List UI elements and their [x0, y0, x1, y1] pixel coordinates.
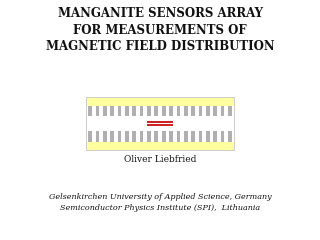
Bar	[155, 106, 158, 116]
Bar	[228, 131, 232, 142]
Bar	[118, 106, 121, 116]
Bar	[191, 131, 195, 142]
Bar	[155, 131, 158, 142]
Bar	[228, 106, 232, 116]
Bar	[88, 106, 92, 116]
Bar	[125, 131, 129, 142]
Bar	[162, 131, 165, 142]
Bar	[162, 106, 165, 116]
Bar	[177, 106, 180, 116]
Bar	[169, 106, 173, 116]
Bar	[199, 131, 202, 142]
Text: Gelsenkirchen University of Applied Science, Germany
Semiconductor Physics Insti: Gelsenkirchen University of Applied Scie…	[49, 193, 271, 212]
Bar	[86, 97, 234, 106]
Bar	[140, 106, 143, 116]
Bar	[213, 106, 217, 116]
Bar	[206, 131, 210, 142]
Bar	[147, 124, 173, 126]
Bar	[125, 106, 129, 116]
Bar	[96, 131, 99, 142]
Bar	[103, 131, 107, 142]
Bar	[147, 121, 173, 123]
Bar	[184, 131, 188, 142]
Bar	[86, 97, 234, 150]
Bar	[199, 106, 202, 116]
Bar	[103, 106, 107, 116]
Bar	[147, 106, 151, 116]
Bar	[110, 131, 114, 142]
Bar	[206, 106, 210, 116]
Bar	[88, 131, 92, 142]
Bar	[147, 131, 151, 142]
Bar	[132, 106, 136, 116]
Bar	[96, 106, 99, 116]
Bar	[191, 106, 195, 116]
Bar	[213, 131, 217, 142]
Bar	[132, 131, 136, 142]
Bar	[86, 142, 234, 150]
Text: MANGANITE SENSORS ARRAY
FOR MEASUREMENTS OF
MAGNETIC FIELD DISTRIBUTION: MANGANITE SENSORS ARRAY FOR MEASUREMENTS…	[46, 7, 274, 53]
Bar	[221, 106, 224, 116]
Bar	[140, 131, 143, 142]
Bar	[177, 131, 180, 142]
Bar	[221, 131, 224, 142]
Bar	[110, 106, 114, 116]
Text: Oliver Liebfried: Oliver Liebfried	[124, 155, 196, 164]
Bar	[169, 131, 173, 142]
Bar	[184, 106, 188, 116]
Bar	[118, 131, 121, 142]
